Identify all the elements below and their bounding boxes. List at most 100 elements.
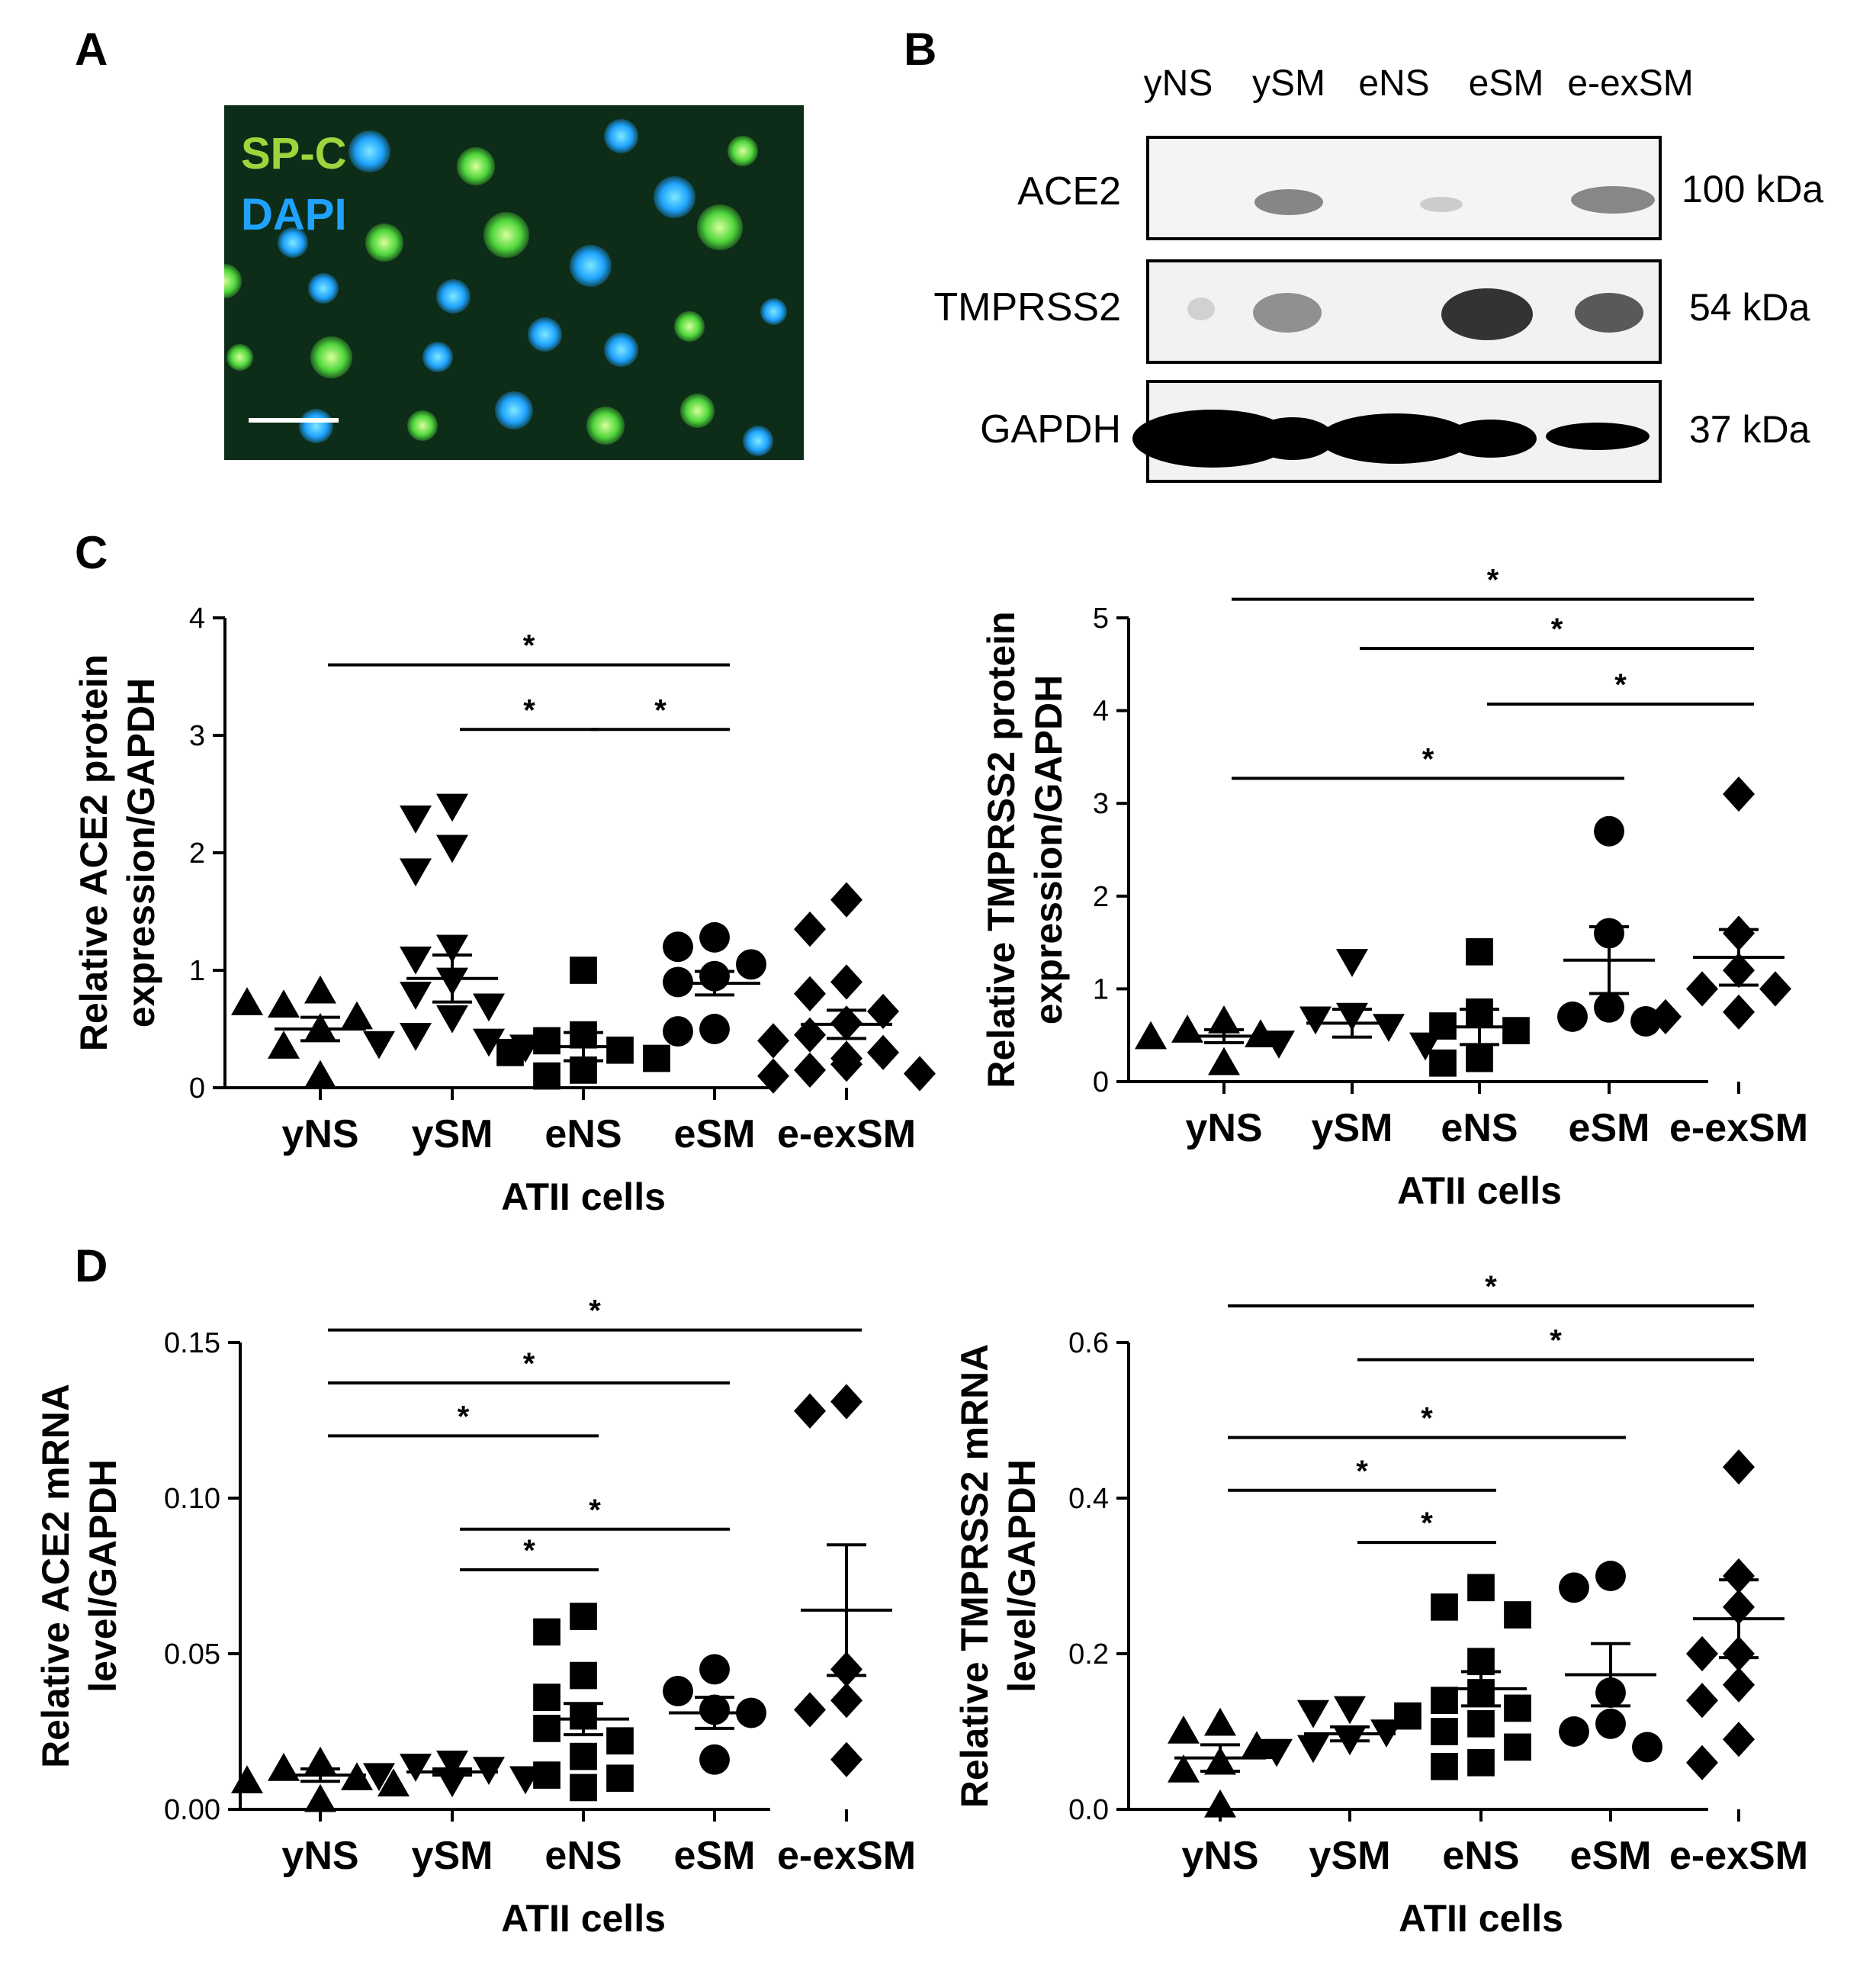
data-point-e-exsm [1686,1635,1718,1672]
significance-star: * [589,1494,601,1527]
sp-c-dapi-micrograph: SP-C DAPI [224,105,804,460]
data-point-e-exsm [757,1023,789,1059]
data-point-yns [304,975,336,1004]
y-tick-label: 0.0 [1068,1794,1109,1826]
data-point-ens [496,1038,524,1066]
significance-star: * [1422,742,1434,776]
y-tick-label: 2 [1093,881,1109,913]
significance-star: * [1421,1401,1433,1435]
data-point-ens [606,1727,634,1755]
x-tick-label: ySM [1309,1834,1391,1878]
data-point-e-exsm [904,1056,936,1092]
data-point-e-exsm [1759,971,1791,1007]
data-point-e-exsm [1723,994,1755,1030]
gapdh-band-yns [1132,410,1293,468]
cell-nucleus [422,342,453,372]
cell-nucleus [308,273,339,304]
data-point-ens [1504,1601,1531,1629]
data-point-ens [533,1683,561,1711]
data-point-e-exsm [867,993,899,1029]
data-point-ysm [400,946,432,975]
significance-star: * [523,693,535,727]
significance-star: * [523,629,535,663]
protein-label-tmprss2: TMPRSS2 [933,285,1121,330]
data-point-ens [570,1603,597,1630]
cell-nucleus [457,147,495,185]
data-point-e-exsm [794,1393,826,1429]
data-point-esm [1632,1732,1662,1763]
y-tick-label: 0 [189,1072,205,1105]
western-blot: yNS ySM eNS eSM e-exSM ACE2 TMPRSS2 GAPDH 10… [933,63,1823,483]
data-point-e-exsm [867,1034,899,1070]
cell-nucleus [365,223,403,262]
data-point-esm [1559,1572,1589,1603]
data-point-yns [1135,1021,1167,1050]
significance-star: * [1550,1323,1562,1357]
data-point-ysm [1373,1014,1405,1043]
y-tick-label: 3 [1093,788,1109,820]
data-point-ens [1467,1574,1495,1602]
data-point-ens [1429,1049,1457,1077]
chart-tmprss2-mrna: 0.0 0.2 0.4 0.6 yNS ySM eNS eSM e-exSM ATII cells… [953,1270,1808,1940]
data-point-ysm [1297,1699,1329,1728]
lane-label-ens: eNS [1358,63,1429,104]
data-point-esm [699,1014,730,1044]
significance-star: * [1485,1270,1497,1304]
data-point-ens [1502,1017,1530,1044]
x-tick-label: e-exSM [1669,1106,1808,1150]
data-point-ens [533,1618,561,1646]
data-point-ysm [1261,1738,1293,1767]
size-label-ace2: 100 kDa [1682,168,1823,211]
data-point-ysm [436,793,468,822]
y-tick-label: 5 [1093,603,1109,635]
data-point-esm [663,1676,693,1706]
y-axis-label-line2: level/GAPDH [1001,1459,1043,1693]
data-point-ysm [436,1005,468,1034]
scale-bar [249,418,339,423]
data-point-ens [606,1036,634,1064]
gapdh-band-e-exsm [1546,423,1650,450]
cell-nucleus [527,317,562,352]
x-tick-label: yNS [281,1112,358,1156]
tmprss2-band-ysm [1253,293,1322,333]
data-point-ysm [400,806,432,834]
cell-nucleus [298,408,333,443]
lane-label-yns: yNS [1144,63,1213,104]
cell-nucleus [728,136,758,166]
data-point-esm [663,931,693,963]
data-point-yns [1241,1731,1273,1760]
dapi-label: DAPI [241,190,347,240]
data-point-e-exsm [794,976,826,1011]
cell-nucleus [407,410,438,441]
x-tick-label: eSM [1569,1106,1650,1150]
x-tick-label: eSM [1570,1834,1652,1878]
x-tick-label: ySM [412,1834,493,1878]
data-point-e-exsm [830,1384,863,1420]
data-point-e-exsm [794,1692,826,1728]
x-tick-label: eNS [544,1834,622,1878]
y-axis-label-line2: level/GAPDH [82,1459,124,1693]
x-tick-label: e-exSM [777,1112,916,1156]
significance-star: * [589,1294,601,1328]
data-point-e-exsm [757,1058,789,1094]
data-point-ens [606,1764,634,1793]
y-tick-label: 0.00 [164,1794,220,1826]
data-point-yns [1204,1707,1236,1736]
cell-nucleus [224,263,242,298]
gapdh-band-ens [1319,413,1472,464]
data-point-ens [1466,937,1493,966]
data-point-yns [1208,1047,1240,1076]
data-point-esm [663,1016,693,1047]
y-tick-label: 1 [189,955,205,987]
y-tick-label: 0.15 [164,1327,220,1359]
data-point-ens [1431,1593,1458,1621]
data-point-ens [533,1027,561,1055]
data-point-e-exsm [1723,1722,1755,1757]
data-point-yns [268,989,300,1018]
cell-nucleus [278,227,308,258]
gapdh-band-ysm [1251,417,1335,460]
y-tick-label: 1 [1093,973,1109,1005]
lane-label-ysm: ySM [1252,63,1325,104]
data-point-yns [377,1768,410,1797]
x-axis-label: ATII cells [1399,1897,1563,1940]
